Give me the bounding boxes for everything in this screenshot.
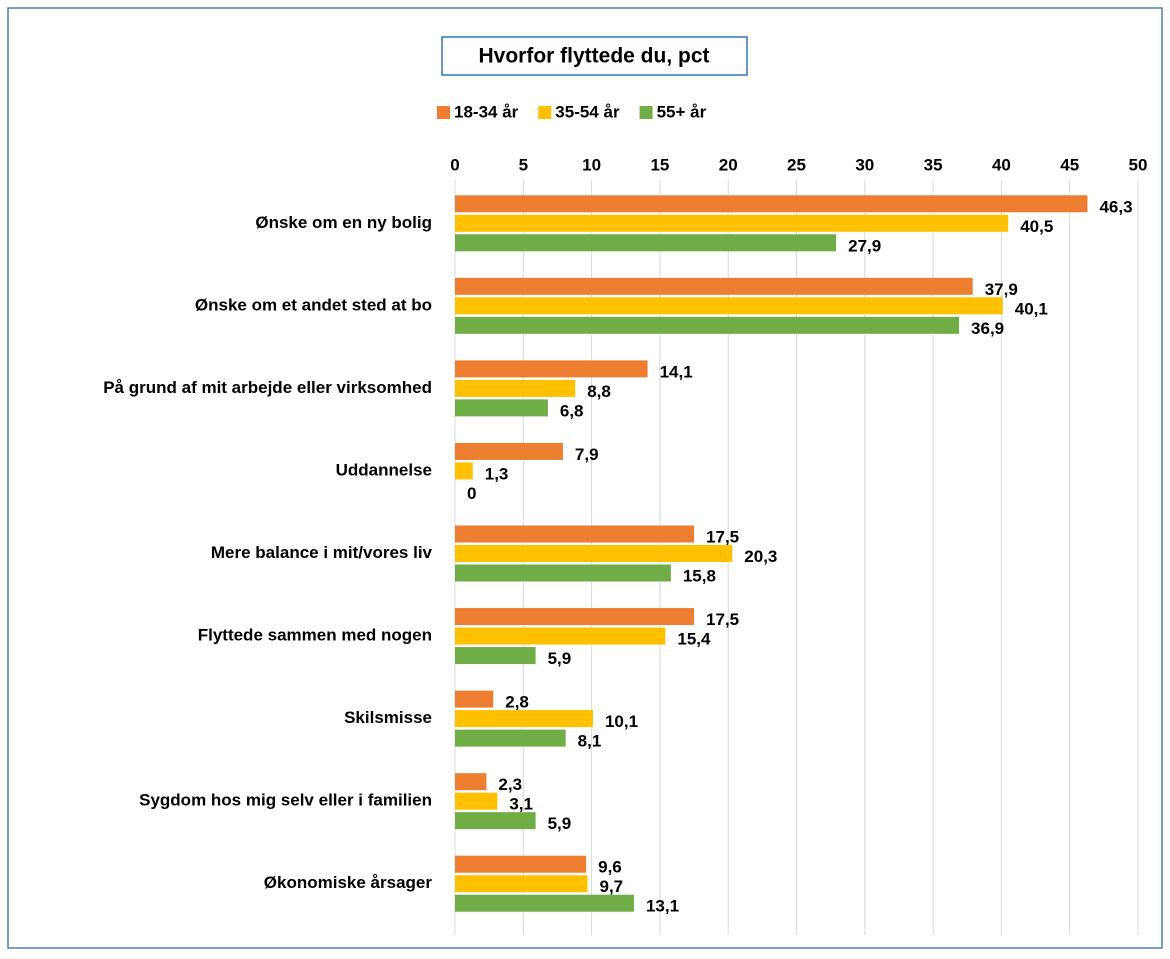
data-label: 15,4 — [677, 630, 711, 649]
x-tick-label: 45 — [1060, 155, 1079, 174]
x-tick-label: 35 — [924, 155, 943, 174]
bar — [455, 545, 733, 562]
data-label: 37,9 — [985, 280, 1018, 299]
bar — [455, 379, 576, 397]
category-label: Økonomiske årsager — [264, 873, 433, 892]
x-tick-label: 0 — [450, 155, 459, 174]
data-label: 10,1 — [605, 712, 638, 731]
category-label: Ønske om et andet sted at bo — [195, 295, 432, 314]
bar — [455, 316, 960, 334]
bar — [455, 234, 837, 252]
data-label: 46,3 — [1099, 197, 1132, 216]
legend-label: 18-34 år — [454, 102, 519, 121]
data-label: 40,5 — [1020, 217, 1053, 236]
data-label: 5,9 — [548, 814, 572, 833]
x-tick-label: 10 — [582, 155, 601, 174]
category-label: Ønske om en ny bolig — [255, 213, 432, 232]
category-label: Sygdom hos mig selv eller i familien — [139, 791, 432, 810]
legend-swatch — [639, 106, 653, 119]
data-label: 13,1 — [646, 897, 679, 916]
data-label: 20,3 — [744, 547, 777, 566]
data-label: 9,7 — [600, 877, 624, 896]
bar — [455, 277, 973, 295]
bar — [455, 710, 593, 728]
bar — [455, 564, 671, 582]
bar — [455, 690, 494, 708]
data-label: 2,3 — [498, 775, 522, 794]
bar — [455, 855, 587, 873]
data-label: 8,1 — [578, 732, 602, 751]
bar — [455, 812, 536, 830]
data-label: 17,5 — [706, 527, 739, 546]
data-label: 0 — [467, 484, 476, 503]
chart-title: Hvorfor flyttede du, pct — [478, 45, 709, 68]
bar — [455, 525, 695, 543]
bar — [455, 729, 566, 747]
data-label: 9,6 — [598, 858, 622, 877]
data-label: 40,1 — [1015, 299, 1048, 318]
bar — [455, 608, 695, 626]
bar — [455, 442, 563, 460]
data-label: 7,9 — [575, 445, 599, 464]
x-tick-label: 20 — [719, 155, 738, 174]
data-label: 8,8 — [587, 382, 611, 401]
category-label: Flyttede sammen med nogen — [198, 626, 432, 645]
category-label: Mere balance i mit/vores liv — [211, 543, 433, 562]
bar — [455, 360, 648, 378]
bar — [455, 399, 548, 417]
data-label: 15,8 — [683, 566, 716, 585]
bar — [455, 875, 588, 893]
bar — [455, 214, 1009, 232]
category-label: Uddannelse — [336, 460, 432, 479]
data-label: 17,5 — [706, 610, 739, 629]
legend-swatch — [538, 106, 552, 119]
data-label: 2,8 — [505, 693, 529, 712]
legend-swatch — [437, 106, 450, 119]
category-label: Skilsmisse — [344, 708, 432, 727]
x-tick-label: 25 — [787, 155, 806, 174]
data-label: 3,1 — [509, 795, 533, 814]
bar — [455, 647, 536, 665]
legend-label: 35-54 år — [555, 102, 620, 121]
bar — [455, 792, 498, 810]
title-box — [441, 36, 748, 76]
bar — [455, 773, 487, 791]
data-label: 1,3 — [485, 464, 509, 483]
x-tick-label: 5 — [519, 155, 528, 174]
bar — [455, 195, 1088, 213]
x-tick-label: 50 — [1129, 155, 1148, 174]
x-tick-label: 30 — [855, 155, 874, 174]
chart-border — [7, 7, 1163, 949]
data-label: 14,1 — [660, 362, 693, 381]
data-label: 27,9 — [848, 236, 881, 255]
category-label: På grund af mit arbejde eller virksomhed — [103, 378, 432, 397]
bar — [455, 627, 666, 645]
data-label: 5,9 — [548, 649, 572, 668]
x-tick-label: 15 — [650, 155, 669, 174]
bar — [455, 894, 634, 912]
data-label: 6,8 — [560, 401, 584, 420]
bar — [455, 297, 1003, 315]
bar — [455, 462, 473, 480]
data-label: 36,9 — [971, 319, 1004, 338]
legend-label: 55+ år — [657, 102, 707, 121]
x-tick-label: 40 — [992, 155, 1011, 174]
